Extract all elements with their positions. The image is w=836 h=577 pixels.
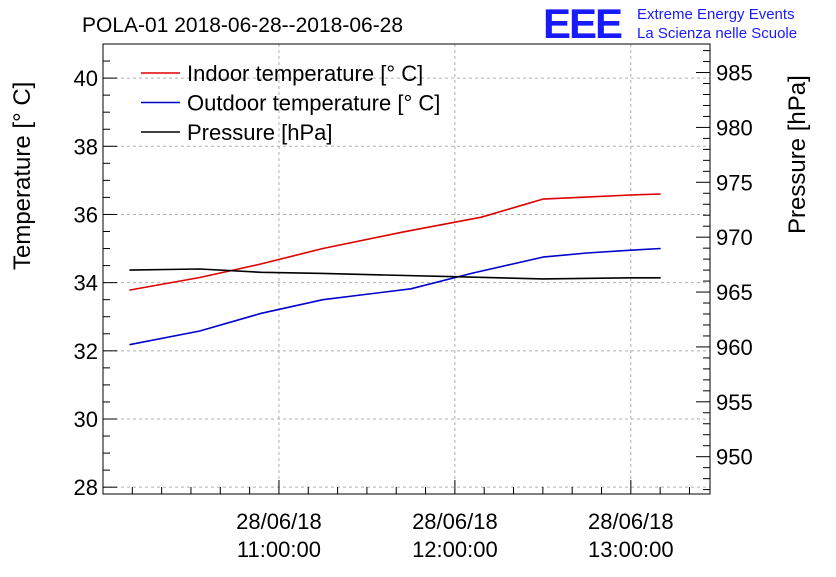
right-tick-label: 960 xyxy=(716,335,753,360)
x-tick-time-label: 12:00:00 xyxy=(412,537,498,562)
right-tick-label: 975 xyxy=(716,170,753,195)
left-axis-label: Temperature [° C] xyxy=(9,82,36,270)
eee-logo-text: EEE xyxy=(543,0,622,47)
left-tick-label: 40 xyxy=(74,66,98,91)
left-tick-label: 36 xyxy=(74,202,98,227)
eee-brand-line2: La Scienza nelle Scuole xyxy=(637,25,797,42)
series-line-pressure xyxy=(129,268,661,280)
x-tick-date-label: 28/06/18 xyxy=(412,509,498,534)
right-tick-label: 980 xyxy=(716,115,753,140)
series-group xyxy=(129,193,661,346)
right-axis: 950 955 960 965 970 975 980 985 xyxy=(696,50,753,491)
right-axis-label: Pressure [hPa] xyxy=(784,75,811,234)
right-tick-label: 955 xyxy=(716,390,753,415)
series-line-outdoor xyxy=(129,247,661,346)
grid xyxy=(103,44,710,494)
x-tick-time-label: 13:00:00 xyxy=(588,537,674,562)
left-tick-label: 38 xyxy=(74,134,98,159)
chart-title: POLA-01 2018-06-28--2018-06-28 xyxy=(82,14,403,37)
legend-label: Indoor temperature [° C] xyxy=(187,61,423,86)
eee-brand-line1: Extreme Energy Events xyxy=(637,6,795,23)
right-tick-label: 965 xyxy=(716,280,753,305)
x-tick-time-label: 11:00:00 xyxy=(237,537,321,562)
eee-logo: EEE Extreme Energy Events La Scienza nel… xyxy=(543,0,797,47)
right-tick-label: 970 xyxy=(716,225,753,250)
legend-label: Pressure [hPa] xyxy=(187,120,333,145)
x-tick-date-label: 28/06/18 xyxy=(236,509,322,534)
legend: Indoor temperature [° C] Outdoor temperat… xyxy=(141,61,440,145)
left-tick-label: 28 xyxy=(74,475,98,500)
right-tick-label: 985 xyxy=(716,61,753,86)
left-tick-label: 34 xyxy=(74,271,98,296)
left-tick-label: 32 xyxy=(74,339,98,364)
left-tick-label: 30 xyxy=(74,407,98,432)
x-tick-date-label: 28/06/18 xyxy=(588,509,674,534)
right-tick-label: 950 xyxy=(716,445,753,470)
plot-frame xyxy=(102,43,711,495)
left-axis: 28 30 32 34 36 38 40 xyxy=(74,43,117,500)
x-axis: 28/06/18 11:00:00 28/06/18 12:00:00 28/06/18… xyxy=(102,480,690,562)
legend-label: Outdoor temperature [° C] xyxy=(187,91,440,116)
